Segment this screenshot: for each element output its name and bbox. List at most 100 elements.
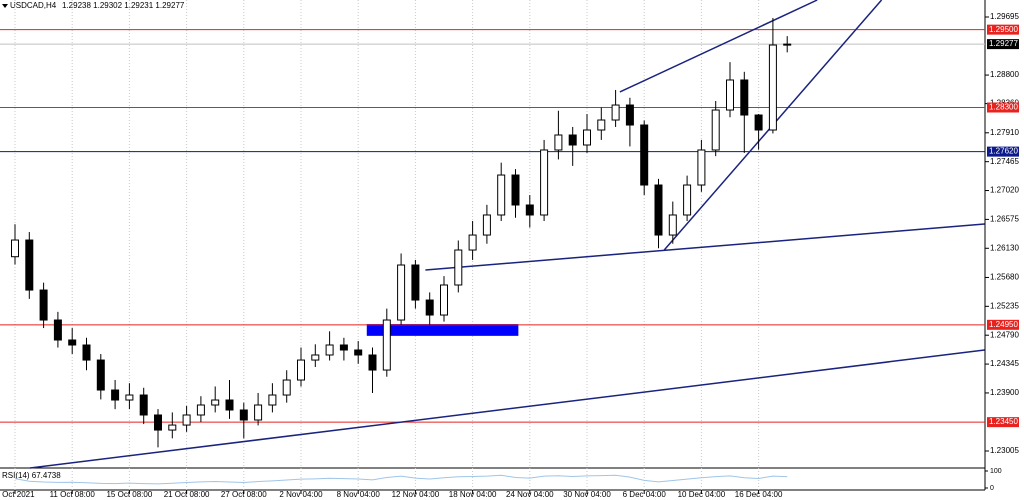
x-tick-label: 21 Oct 08:00 [164,490,210,499]
candle-body [196,404,205,416]
candle-body [740,79,749,116]
candle-body [625,104,634,126]
y-tick-label: 1.25680 [990,273,1019,282]
plot-area [0,0,985,490]
candle-body [497,174,506,216]
trendline [425,223,985,271]
x-tick-label: 8 Nov 04:00 [337,490,381,499]
candle-body [382,319,391,371]
candle-body [597,119,606,131]
level-label-box [987,24,1019,35]
candle-body [425,299,434,316]
candle-body [53,319,62,341]
y-tick-label: 1.23005 [990,446,1019,455]
candle-body [711,109,720,151]
level-label: 1.23450 [989,417,1018,426]
candle-body [768,44,777,131]
candle-body [397,264,406,321]
y-tick-label: 1.29695 [990,12,1019,21]
x-tick-label: 2 Nov 04:00 [279,490,323,499]
candle-body [325,344,334,356]
symbol: USDCAD,H4 [10,1,57,10]
candle-body [354,349,363,356]
level-label: 1.28300 [989,103,1018,112]
x-tick-label: 5 Oct 2021 [0,490,35,499]
candle-body [726,79,734,111]
candle-body [111,389,120,401]
level-label-box [987,417,1019,428]
candle-body [454,249,463,286]
y-tick-label: 1.28800 [990,70,1019,79]
x-tick-label: 24 Nov 04:00 [506,490,554,499]
x-tick-label: 10 Dec 04:00 [678,490,726,499]
candle-body [754,114,763,131]
x-tick-label: 15 Oct 08:00 [106,490,152,499]
candle-body [783,43,792,46]
level-label: 1.24950 [989,320,1018,329]
candle-body [239,409,248,421]
rsi-tick-label: 100 [990,468,1002,475]
candle-body [154,414,162,431]
candle-body [640,124,649,186]
candle-body [697,149,706,186]
x-tick-label: 18 Nov 04:00 [449,490,497,499]
y-tick-label: 1.26130 [990,243,1019,252]
y-tick-label: 1.27465 [990,157,1019,166]
candle-body [368,354,377,371]
y-tick-label: 1.26575 [990,215,1019,224]
trendline [619,0,818,93]
candle-body [25,239,34,291]
candle-body [82,344,91,361]
candle-body [225,399,234,411]
candle-body [611,104,620,121]
candle-body [282,379,291,396]
candle-body [254,404,263,421]
candle-body [268,394,277,406]
level-label-box [987,102,1019,113]
candle-body [411,264,420,301]
zone [366,324,519,336]
trendline [29,349,985,469]
candle-body [468,234,477,251]
candle-body [168,424,177,431]
y-tick-label: 1.25235 [990,301,1019,310]
y-tick-label: 1.24790 [990,330,1019,339]
ohlc-text: 1.29238 1.29302 1.29231 1.29277 [62,1,185,10]
level-label-box [987,319,1019,330]
candle-body [583,129,591,146]
candle-body [68,339,77,346]
menu-arrow[interactable] [2,4,8,8]
y-tick-label: 1.24345 [990,359,1019,368]
candle-body [11,239,19,258]
candle-body [554,134,563,151]
level-label-box [987,146,1019,157]
x-tick-label: 27 Oct 08:00 [221,490,267,499]
candle-body [311,354,320,361]
y-tick-label: 1.27020 [990,186,1019,195]
candle-body [568,134,577,146]
level-label: 1.29277 [989,39,1018,48]
x-tick-label: 11 Oct 08:00 [50,490,96,499]
candle-body [182,414,191,426]
candle-body [482,214,491,236]
candle-body [96,359,105,391]
rsi-tick-label: 0 [990,485,994,492]
candle-body [139,394,148,416]
candle-body [540,149,549,216]
y-tick-label: 1.23900 [990,388,1019,397]
x-tick-label: 16 Dec 04:00 [735,490,783,499]
candle-body [125,394,134,401]
x-tick-label: 6 Dec 04:00 [623,490,667,499]
x-tick-label: 30 Nov 04:00 [563,490,611,499]
candle-body [211,399,220,406]
candle-body [654,184,663,236]
candle-body [339,344,348,351]
candle-body [39,289,48,321]
candle-body [511,174,520,206]
rsi-label: RSI(14) 67.4738 [2,471,61,480]
candle-body [668,214,677,236]
candle-body [440,284,448,316]
y-tick-label: 1.27910 [990,128,1019,137]
